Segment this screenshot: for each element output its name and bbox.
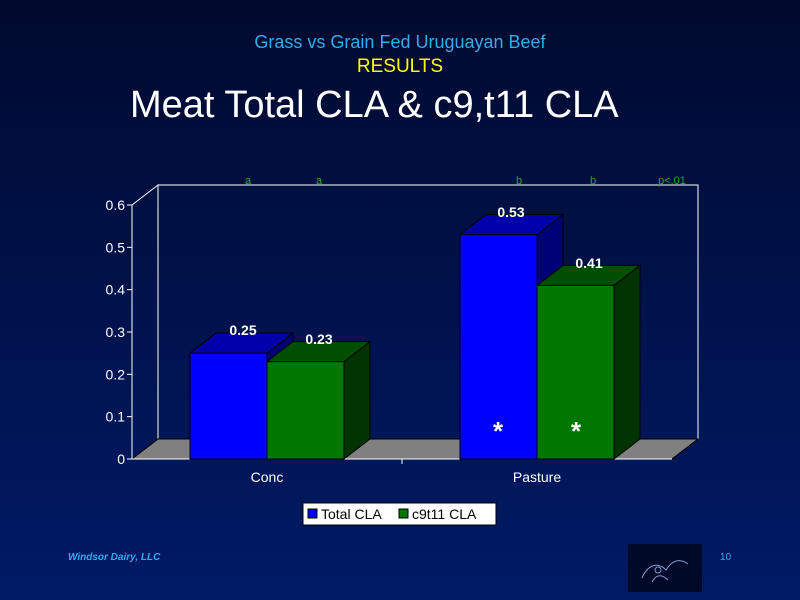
y-tick-label: 0.2: [106, 366, 126, 382]
bar-total-cla-conc: [189, 352, 268, 460]
bar-total-cla-pasture: [459, 234, 538, 460]
bar-c9t11-cla-pasture: [536, 284, 615, 460]
logo-image: [628, 544, 702, 592]
y-tick-label: 0.5: [106, 239, 126, 255]
legend-label: c9t11 CLA: [412, 506, 477, 522]
plot-side-wall: [131, 183, 159, 439]
slide-subtitle: Grass vs Grain Fed Uruguayan Beef: [254, 32, 546, 52]
data-label: 0.41: [575, 255, 602, 271]
page-number: 10: [720, 552, 732, 563]
y-tick-label: 0: [117, 451, 125, 467]
data-label: 0.53: [497, 204, 524, 220]
stat-letter: a: [245, 175, 252, 187]
stat-letter: b: [590, 175, 596, 187]
legend-label: Total CLA: [321, 506, 382, 522]
stat-letter: b: [516, 175, 522, 187]
slide-title: Meat Total CLA & c9,t11 CLA: [130, 84, 619, 126]
y-tick-label: 0.6: [106, 197, 126, 213]
significance-label: p<.01: [658, 175, 686, 187]
y-tick-label: 0.3: [106, 324, 126, 340]
bar-side: [613, 264, 641, 461]
results-label: RESULTS: [356, 56, 444, 77]
significance-mark: *: [571, 416, 582, 446]
legend-swatch: [307, 508, 318, 519]
x-tick-label: Conc: [251, 469, 284, 485]
y-tick-label: 0.1: [106, 409, 126, 425]
data-label: 0.23: [305, 331, 332, 347]
legend-swatch: [398, 508, 409, 519]
footer-company: Windsor Dairy, LLC: [68, 552, 161, 563]
data-label: 0.25: [229, 322, 256, 338]
significance-mark: *: [493, 416, 504, 446]
bar-c9t11-cla-conc: [266, 361, 345, 460]
stat-letter: a: [316, 175, 323, 187]
x-tick-label: Pasture: [513, 469, 561, 485]
y-tick-label: 0.4: [106, 282, 126, 298]
